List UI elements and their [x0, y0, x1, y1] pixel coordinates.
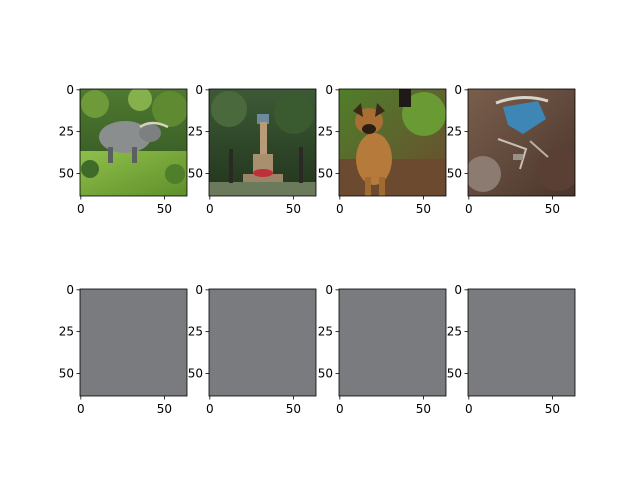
- axes-frame: [208, 88, 317, 197]
- image-panel-r1-c3: 0 50 0 25 50: [447, 283, 576, 416]
- image-panel-r0-c2: 0 50 0 25 50: [318, 83, 447, 216]
- panel-image-uniform-gray: [80, 289, 187, 396]
- axes-frame: [467, 288, 576, 397]
- y-tick-label: 50: [59, 166, 74, 180]
- y-tick-label: 50: [188, 366, 203, 380]
- x-tick-label: 50: [416, 202, 431, 216]
- axes-frame: [467, 88, 576, 197]
- y-tick-label: 0: [454, 283, 462, 297]
- x-tick-label: 0: [465, 202, 473, 216]
- axes-frame: [338, 288, 447, 397]
- x-tick-label: 50: [157, 402, 172, 416]
- axes-frame: [79, 288, 188, 397]
- x-tick-label: 50: [545, 202, 560, 216]
- axes-frame: [79, 88, 188, 197]
- panel-image-dam-aerial-photo: [468, 89, 575, 196]
- y-tick-label: 0: [325, 83, 333, 97]
- image-panel-r1-c2: 0 50 0 25 50: [318, 283, 447, 416]
- y-tick-label: 50: [59, 366, 74, 380]
- x-tick-label: 0: [206, 402, 214, 416]
- x-tick-label: 50: [157, 202, 172, 216]
- image-panel-r1-c1: 0 50 0 25 50: [188, 283, 317, 416]
- y-tick-label: 25: [447, 325, 462, 339]
- x-tick-label: 50: [286, 202, 301, 216]
- y-tick-label: 25: [59, 325, 74, 339]
- panel-image-uniform-gray: [209, 289, 316, 396]
- y-tick-label: 50: [188, 166, 203, 180]
- image-panel-r0-c3: 0 50 0 25 50: [447, 83, 576, 216]
- y-tick-label: 50: [447, 366, 462, 380]
- y-tick-label: 50: [318, 366, 333, 380]
- x-tick-label: 50: [416, 402, 431, 416]
- x-tick-label: 0: [77, 202, 85, 216]
- y-tick-label: 0: [195, 283, 203, 297]
- y-tick-label: 0: [195, 83, 203, 97]
- y-tick-label: 25: [318, 125, 333, 139]
- x-tick-label: 0: [336, 402, 344, 416]
- image-panel-r0-c0: 0 50 0 25 50: [59, 83, 188, 216]
- panel-image-water-buffalo-photo: [80, 89, 187, 196]
- x-tick-label: 50: [545, 402, 560, 416]
- x-tick-label: 0: [206, 202, 214, 216]
- panel-image-dog-photo: [339, 89, 446, 196]
- y-tick-label: 25: [318, 325, 333, 339]
- y-tick-label: 0: [325, 283, 333, 297]
- axes-frame: [208, 288, 317, 397]
- y-tick-label: 25: [59, 125, 74, 139]
- image-panel-r0-c1: 0 50 0 25 50: [188, 83, 317, 216]
- panel-image-uniform-gray: [468, 289, 575, 396]
- axes-frame: [338, 88, 447, 197]
- y-tick-label: 0: [66, 83, 74, 97]
- panel-image-war-memorial-photo: [209, 89, 316, 196]
- x-tick-label: 0: [336, 202, 344, 216]
- y-tick-label: 0: [454, 83, 462, 97]
- y-tick-label: 25: [447, 125, 462, 139]
- y-tick-label: 50: [318, 166, 333, 180]
- x-tick-label: 0: [77, 402, 85, 416]
- x-tick-label: 50: [286, 402, 301, 416]
- panel-image-uniform-gray: [339, 289, 446, 396]
- y-tick-label: 25: [188, 325, 203, 339]
- x-tick-label: 0: [465, 402, 473, 416]
- image-panel-r1-c0: 0 50 0 25 50: [59, 283, 188, 416]
- y-tick-label: 25: [188, 125, 203, 139]
- y-tick-label: 0: [66, 283, 74, 297]
- y-tick-label: 50: [447, 166, 462, 180]
